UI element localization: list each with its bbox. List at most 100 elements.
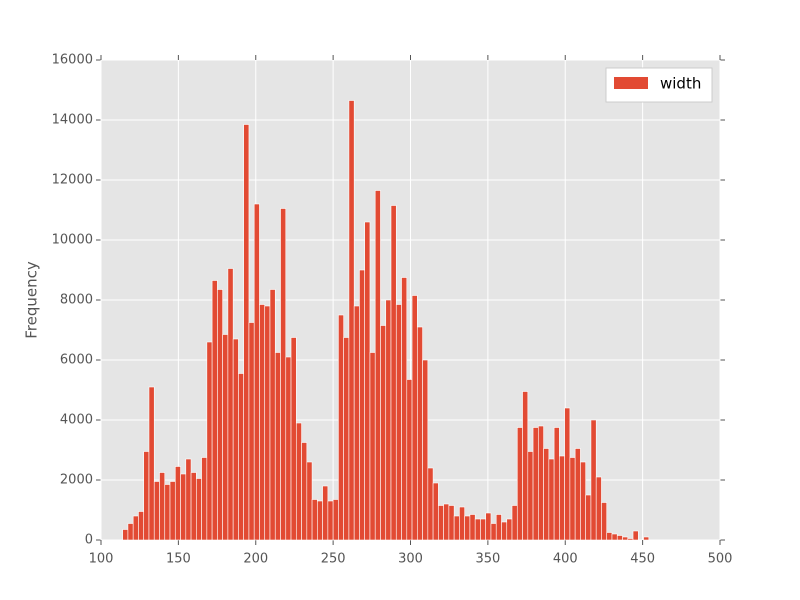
bar — [264, 305, 271, 541]
bar — [422, 359, 429, 541]
bar — [427, 467, 434, 541]
y-tick-label: 4000 — [60, 413, 93, 428]
bar — [311, 499, 318, 541]
bar — [564, 407, 571, 541]
bar — [448, 505, 455, 541]
bar — [627, 538, 634, 541]
bar — [622, 536, 629, 541]
bar — [411, 295, 418, 541]
x-tick-label: 350 — [475, 552, 500, 567]
bar — [553, 427, 560, 541]
bar — [201, 457, 208, 541]
bar — [280, 208, 287, 541]
y-tick-label: 6000 — [60, 353, 93, 368]
bar — [390, 205, 397, 541]
x-tick-label: 250 — [321, 552, 346, 567]
bar — [211, 280, 218, 541]
bar — [406, 379, 413, 541]
y-axis-label: Frequency — [23, 261, 41, 339]
bar — [595, 476, 602, 541]
x-tick-label: 200 — [243, 552, 268, 567]
bar — [380, 325, 387, 541]
bar — [232, 338, 239, 541]
bar — [364, 221, 371, 541]
bar — [185, 458, 192, 541]
bar — [459, 506, 465, 541]
bar — [322, 485, 329, 541]
bar — [495, 514, 502, 541]
bar — [169, 481, 176, 541]
bar — [269, 289, 276, 541]
bar — [590, 419, 597, 541]
bar — [601, 502, 608, 541]
bar — [290, 337, 297, 541]
y-tick-label: 16000 — [52, 53, 93, 68]
bar — [348, 100, 355, 541]
bar — [643, 536, 650, 541]
bar — [511, 505, 518, 541]
bar — [480, 518, 487, 541]
bar — [359, 269, 365, 541]
bar — [143, 451, 150, 541]
bar — [369, 352, 376, 541]
legend-label: width — [660, 75, 701, 93]
bar — [569, 457, 576, 541]
y-tick-label: 10000 — [52, 233, 93, 248]
bar — [148, 386, 155, 541]
bar — [632, 530, 639, 541]
bar — [127, 523, 134, 541]
bar — [474, 518, 481, 541]
x-tick-label: 100 — [89, 552, 114, 567]
bar — [501, 521, 508, 541]
bar — [574, 448, 581, 541]
x-tick-label: 450 — [630, 552, 655, 567]
bar — [295, 422, 302, 541]
bar — [611, 533, 618, 541]
bar — [132, 515, 139, 541]
bar — [464, 515, 471, 541]
y-tick-label: 12000 — [52, 173, 93, 188]
bar — [206, 341, 213, 541]
bar — [122, 529, 129, 541]
bar — [616, 535, 623, 541]
bar — [227, 268, 234, 541]
bar — [353, 305, 360, 541]
bar — [453, 515, 460, 541]
bar — [301, 442, 308, 541]
bar — [222, 334, 229, 541]
bar — [196, 478, 202, 541]
y-tick-label: 8000 — [60, 293, 93, 308]
bar — [248, 322, 255, 541]
y-tick-label: 0 — [85, 533, 93, 548]
bar — [401, 277, 408, 541]
bar — [306, 461, 313, 541]
bar — [259, 304, 266, 541]
bar — [469, 514, 476, 541]
y-tick-label: 14000 — [52, 113, 93, 128]
x-tick-label: 150 — [166, 552, 191, 567]
bar — [332, 499, 339, 541]
bar — [164, 484, 171, 541]
bar — [432, 482, 439, 541]
bar — [180, 473, 187, 541]
bar — [438, 505, 444, 541]
bar — [217, 289, 223, 541]
bar — [516, 427, 523, 541]
bar — [374, 190, 381, 541]
bar — [190, 472, 197, 541]
bar — [138, 511, 145, 541]
bar — [490, 523, 497, 541]
x-tick-label: 500 — [708, 552, 733, 567]
legend-swatch — [614, 77, 648, 89]
bar — [285, 356, 292, 541]
x-tick-label: 400 — [553, 552, 578, 567]
bar — [532, 427, 539, 541]
bar — [327, 500, 334, 541]
bar — [174, 466, 181, 541]
bar — [585, 494, 592, 541]
bar — [395, 304, 402, 541]
bar — [385, 299, 392, 541]
bar — [606, 532, 613, 541]
x-tick-label: 300 — [398, 552, 423, 567]
